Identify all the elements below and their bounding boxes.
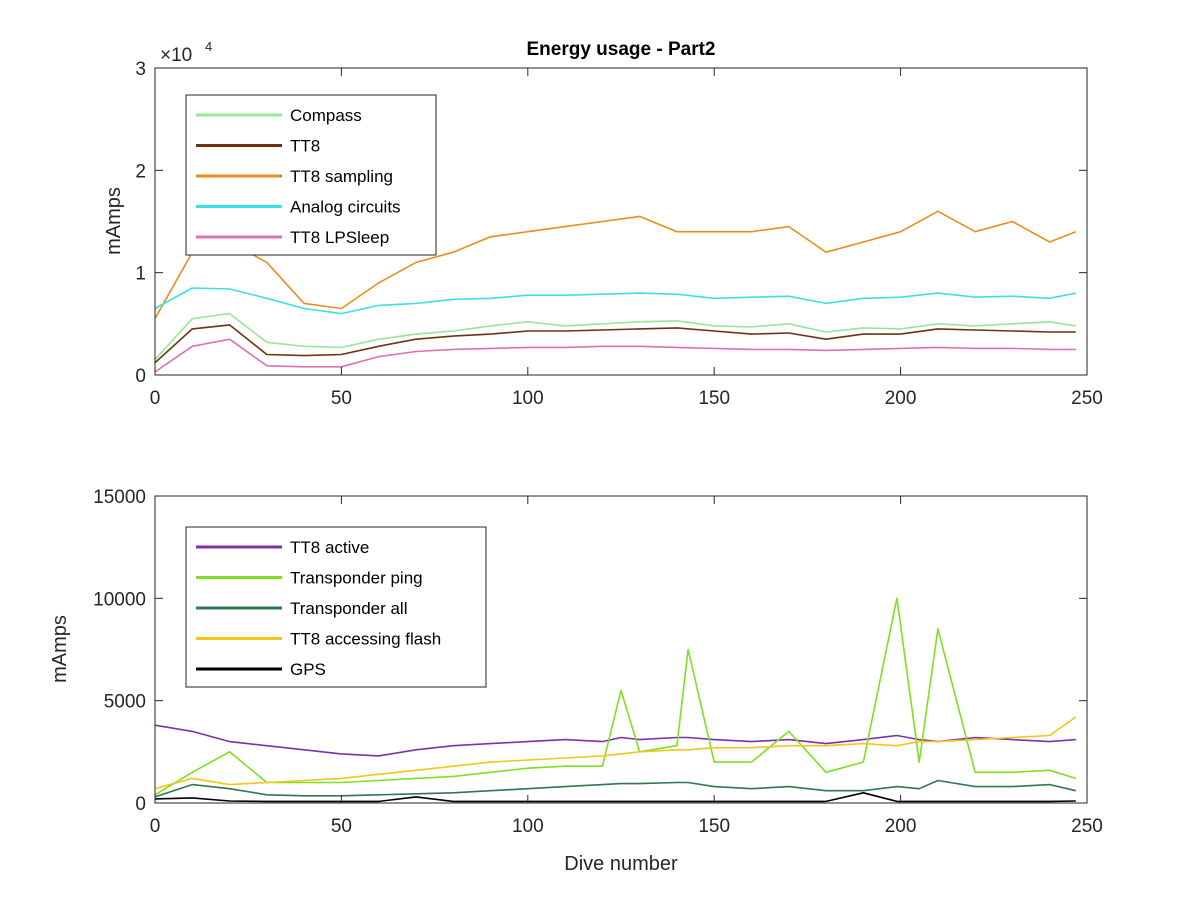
top-chart-title: Energy usage - Part2: [526, 39, 715, 60]
top-legend-label: TT8 LPSleep: [290, 228, 389, 247]
top-x-tick-label: 150: [698, 388, 730, 409]
top-x-tick-label: 100: [512, 388, 544, 409]
bottom-legend-label: TT8 accessing flash: [290, 630, 441, 649]
bottom-axes-box: [154, 495, 1088, 804]
bottom-x-tick-label: 100: [512, 816, 544, 837]
bottom-x-tick-label: 150: [698, 816, 730, 837]
bottom-x-axis-label: Dive number: [564, 853, 678, 875]
bottom-legend-label: TT8 active: [290, 538, 369, 557]
bottom-y-tick-label: 15000: [93, 487, 146, 508]
top-x-tick-label: 200: [885, 388, 917, 409]
top-series-line-tt8: [154, 324, 1076, 364]
top-tick-group: 0 50 100 150 200 250 0 1 2 3: [135, 59, 1102, 409]
top-series-line-analog-circuits: [154, 287, 1076, 315]
exponent-power: 4: [205, 39, 212, 54]
top-series-line-compass: [154, 312, 1076, 361]
bottom-series-line-transponder-all: [154, 779, 1076, 798]
bottom-series-line-gps: [154, 791, 1076, 803]
bottom-y-tick-label: 10000: [93, 589, 146, 610]
top-y-exponent: ×10 4: [160, 39, 212, 66]
bottom-legend: TT8 active Transponder ping Transponder al…: [185, 526, 487, 688]
bottom-y-tick-label: 5000: [104, 692, 146, 713]
bottom-x-tick-label: 200: [885, 816, 917, 837]
bottom-legend-label: GPS: [290, 660, 326, 679]
bottom-legend-label: Transponder ping: [290, 569, 423, 588]
top-x-tick-label: 50: [331, 388, 352, 409]
top-legend-label: Compass: [290, 106, 362, 125]
top-series-line-tt8-lpsleep: [154, 338, 1076, 373]
bottom-tick-group: 0 50 100 150 200 250 0 5000 10000 15000: [93, 487, 1103, 837]
top-series-group: [154, 210, 1077, 373]
bottom-legend-label: Transponder all: [290, 599, 408, 618]
top-legend-label: TT8: [290, 137, 320, 156]
bottom-series-line-tt8-active: [154, 724, 1076, 757]
top-legend: Compass TT8 TT8 sampling Analog circuits TT8…: [185, 94, 437, 256]
bottom-y-tick-label: 0: [135, 794, 146, 815]
top-y-tick-label: 3: [135, 59, 146, 80]
bottom-x-tick-label: 250: [1071, 816, 1103, 837]
top-legend-label: TT8 sampling: [290, 167, 393, 186]
bottom-series-line-tt8-accessing-flash: [154, 716, 1077, 790]
bottom-x-tick-label: 0: [150, 816, 161, 837]
top-y-tick-label: 2: [135, 161, 146, 182]
bottom-panel: 0 50 100 150 200 250 0 5000 10000 15000 mAmps Div…: [49, 487, 1103, 875]
top-x-tick-label: 250: [1071, 388, 1103, 409]
top-panel: 0 50 100 150 200 250 0 1 2 3 Energy usage - Part2…: [103, 39, 1103, 409]
exponent-base: ×10: [160, 45, 192, 66]
bottom-series-group: [154, 597, 1077, 803]
top-axes-box: [154, 67, 1088, 376]
top-x-tick-label: 0: [150, 388, 161, 409]
top-y-axis-label: mAmps: [103, 187, 125, 255]
top-legend-label: Analog circuits: [290, 198, 401, 217]
bottom-y-axis-label: mAmps: [49, 615, 71, 683]
top-series-line-tt8-sampling: [154, 210, 1077, 320]
bottom-x-tick-label: 50: [331, 816, 352, 837]
top-y-tick-label: 1: [135, 264, 146, 285]
top-y-tick-label: 0: [135, 366, 146, 387]
